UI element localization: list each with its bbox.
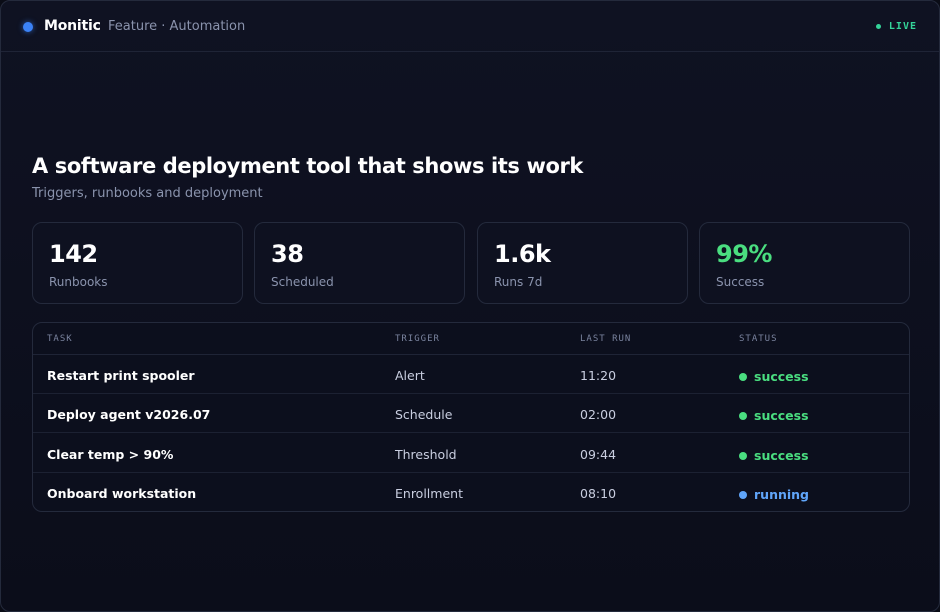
status-dot-icon	[739, 411, 747, 420]
task-last-run: 02:00	[580, 407, 617, 422]
status-label: running	[754, 487, 809, 502]
stat-card-runs[interactable]: 1.6k Runs 7d	[477, 222, 688, 304]
status-badge: running	[739, 487, 809, 502]
task-name: Onboard workstation	[47, 486, 197, 501]
stat-cards: 142 Runbooks 38 Scheduled 1.6k Runs 7d 9…	[32, 222, 910, 304]
brand-name[interactable]: Monitic	[44, 18, 101, 34]
task-last-run: 11:20	[580, 368, 617, 383]
table-header: TASK TRIGGER LAST RUN STATUS	[33, 323, 909, 355]
stat-label: Success	[716, 275, 765, 289]
stat-card-scheduled[interactable]: 38 Scheduled	[254, 222, 465, 304]
status-badge: success	[739, 369, 809, 384]
top-bar: Monitic Feature · Automation LIVE	[1, 1, 939, 52]
task-trigger: Alert	[395, 368, 425, 383]
status-dot-icon	[739, 490, 747, 499]
status-badge: success	[739, 408, 809, 423]
page-title: A software deployment tool that shows it…	[32, 154, 583, 178]
status-label: success	[754, 369, 809, 384]
task-name: Deploy agent v2026.07	[47, 407, 211, 422]
page-subtitle: Triggers, runbooks and deployment	[32, 186, 263, 201]
column-header-task[interactable]: TASK	[47, 334, 73, 344]
stat-value: 38	[271, 240, 304, 268]
status-label: success	[754, 448, 809, 463]
runbook-table: TASK TRIGGER LAST RUN STATUS Restart pri…	[32, 322, 910, 512]
task-last-run: 08:10	[580, 486, 617, 501]
status-dot-icon	[739, 451, 747, 460]
task-trigger: Enrollment	[395, 486, 463, 501]
task-last-run: 09:44	[580, 447, 617, 462]
stat-label: Runs 7d	[494, 275, 543, 289]
stat-value: 1.6k	[494, 240, 551, 268]
breadcrumb: Feature · Automation	[108, 19, 246, 34]
column-header-status[interactable]: STATUS	[739, 334, 778, 344]
table-row[interactable]: Onboard workstation Enrollment 08:10 run…	[33, 473, 909, 511]
live-label: LIVE	[888, 21, 917, 32]
stat-label: Runbooks	[49, 275, 108, 289]
task-name: Clear temp > 90%	[47, 447, 174, 462]
table-row[interactable]: Restart print spooler Alert 11:20 succes…	[33, 355, 909, 394]
live-dot-icon	[875, 24, 881, 29]
column-header-last-run[interactable]: LAST RUN	[580, 334, 632, 344]
live-indicator: LIVE	[875, 21, 917, 32]
brand-logo-icon	[23, 22, 33, 32]
table-row[interactable]: Clear temp > 90% Threshold 09:44 success	[33, 434, 909, 473]
stat-value: 142	[49, 240, 98, 268]
status-badge: success	[739, 448, 809, 463]
stat-label: Scheduled	[271, 275, 334, 289]
stat-card-success[interactable]: 99% Success	[699, 222, 910, 304]
stat-value: 99%	[716, 240, 772, 268]
status-dot-icon	[739, 372, 747, 381]
task-trigger: Schedule	[395, 407, 453, 422]
column-header-trigger[interactable]: TRIGGER	[395, 334, 440, 344]
status-label: success	[754, 408, 809, 423]
task-trigger: Threshold	[395, 447, 457, 462]
table-row[interactable]: Deploy agent v2026.07 Schedule 02:00 suc…	[33, 394, 909, 433]
task-name: Restart print spooler	[47, 368, 195, 383]
stat-card-runbooks[interactable]: 142 Runbooks	[32, 222, 243, 304]
